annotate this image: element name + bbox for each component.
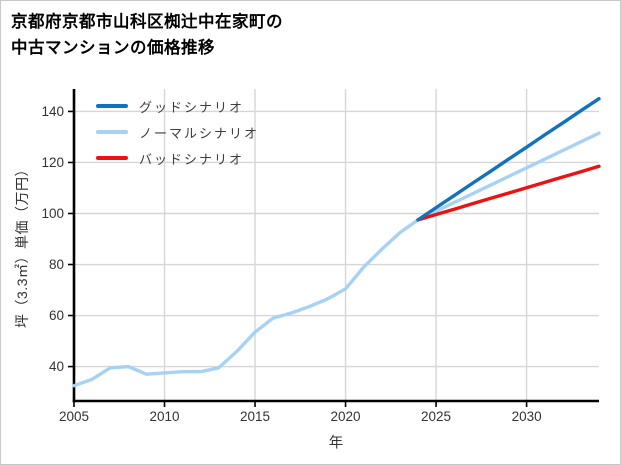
legend-swatch-bad-icon bbox=[96, 156, 128, 160]
legend-item-bad: バッドシナリオ bbox=[96, 145, 259, 171]
legend-label-good: グッドシナリオ bbox=[139, 99, 245, 115]
chart-title-line1: 京都府京都市山科区椥辻中在家町の bbox=[11, 13, 283, 31]
series-line-bad bbox=[416, 164, 601, 222]
y-tick-label: 60 bbox=[49, 308, 64, 323]
x-tick-label: 2015 bbox=[240, 409, 270, 424]
y-tick-label: 120 bbox=[41, 155, 64, 170]
legend-item-good: グッドシナリオ bbox=[96, 93, 259, 119]
y-tick-label: 100 bbox=[41, 206, 64, 221]
chart-title: 京都府京都市山科区椥辻中在家町の 中古マンションの価格推移 bbox=[11, 9, 283, 61]
x-tick-label: 2030 bbox=[512, 409, 542, 424]
x-tick-label: 2025 bbox=[421, 409, 451, 424]
x-tick-label: 2020 bbox=[331, 409, 361, 424]
y-tick-label: 140 bbox=[41, 104, 64, 119]
x-tick-label: 2005 bbox=[59, 409, 89, 424]
chart-title-line2: 中古マンションの価格推移 bbox=[11, 39, 215, 57]
legend-label-bad: バッドシナリオ bbox=[139, 151, 245, 167]
legend-item-normal: ノーマルシナリオ bbox=[96, 119, 259, 145]
legend-label-normal: ノーマルシナリオ bbox=[139, 125, 260, 141]
x-tick-label: 2010 bbox=[149, 409, 179, 424]
legend-swatch-good-icon bbox=[96, 104, 128, 108]
y-axis-label: 坪（3.3㎡）単価（万円） bbox=[14, 162, 30, 328]
legend-swatch-normal-icon bbox=[96, 130, 128, 134]
y-tick-label: 80 bbox=[49, 257, 64, 272]
series-line-normal bbox=[72, 131, 601, 388]
series-line-good bbox=[416, 96, 601, 222]
x-axis-label: 年 bbox=[328, 435, 344, 452]
legend: グッドシナリオ ノーマルシナリオ バッドシナリオ bbox=[96, 93, 259, 171]
y-tick-label: 40 bbox=[49, 359, 64, 374]
